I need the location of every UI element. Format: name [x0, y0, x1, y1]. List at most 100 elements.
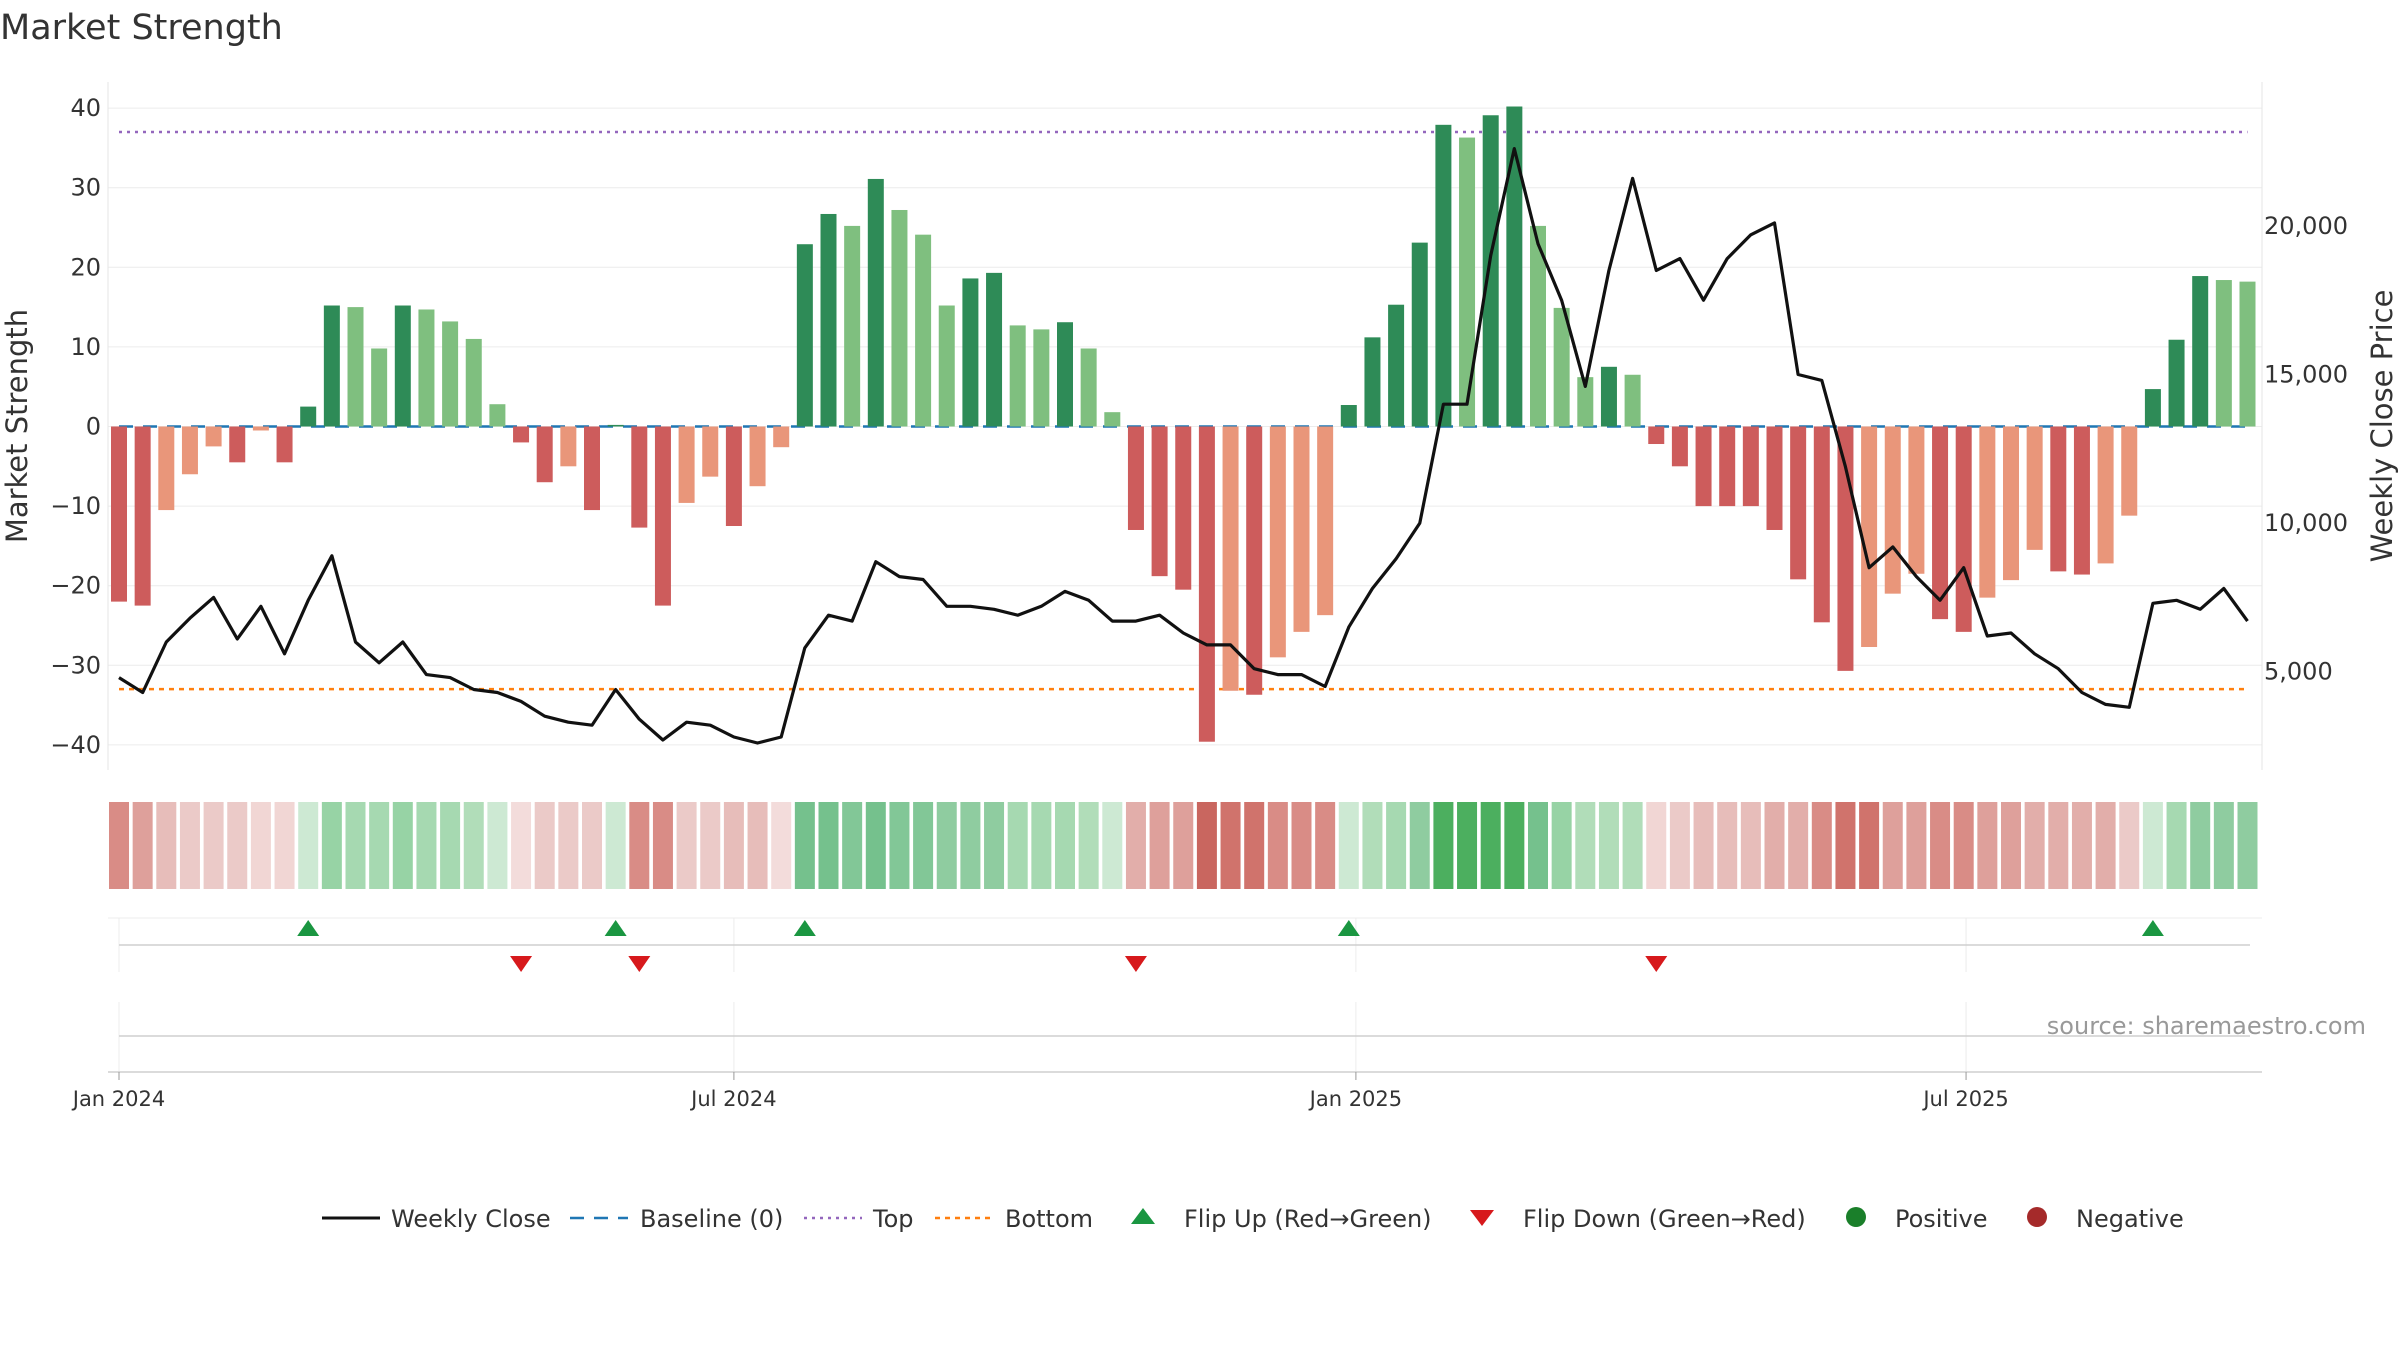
strength-bar: [1908, 426, 1925, 574]
strength-bar: [2168, 339, 2185, 427]
strength-bar: [1482, 115, 1499, 427]
regime-cell: [2024, 802, 2045, 889]
regime-cell: [2048, 802, 2069, 889]
regime-cell: [463, 802, 484, 889]
flip-down-marker: [628, 956, 651, 972]
regime-cell: [487, 802, 508, 889]
regime-cell: [1338, 802, 1359, 889]
regime-cell: [1598, 802, 1619, 889]
strength-bars: [111, 106, 2256, 742]
strength-bar: [2239, 281, 2256, 427]
regime-cell: [440, 802, 461, 889]
strength-bar: [678, 426, 695, 503]
strength-bar: [844, 225, 861, 427]
strength-bar: [1648, 426, 1665, 445]
strength-bar: [560, 426, 577, 467]
strength-bar: [300, 406, 317, 427]
strength-bar: [796, 244, 813, 427]
strength-bar: [631, 426, 648, 528]
strength-bar: [1742, 426, 1759, 507]
regime-cell: [1528, 802, 1548, 889]
legend-label: Bottom: [1005, 1205, 1093, 1233]
weekly-close-line: [118, 147, 2249, 745]
strength-bar: [2003, 426, 2019, 581]
regime-cell: [1717, 802, 1738, 889]
strength-bar: [1955, 426, 1972, 632]
regime-cell: [1740, 802, 1761, 889]
x-axis-ticks: Jan 2024 Jul 2024 Jan 2025 Jul 2025: [71, 1072, 2009, 1111]
regime-cell: [1764, 802, 1785, 889]
strength-bar: [1671, 426, 1688, 467]
flip-up-marker: [2141, 920, 2164, 936]
strength-bar: [111, 426, 127, 602]
strength-bar: [1884, 426, 1901, 594]
y-axis-right-label: Weekly Close Price: [2365, 290, 2399, 563]
regime-cell: [889, 802, 910, 889]
strength-bar: [205, 426, 222, 447]
strength-bar: [1624, 374, 1641, 427]
regime-cell: [1669, 802, 1690, 889]
left-tick-label: −40: [50, 731, 101, 759]
legend: Weekly Close Baseline (0) Top Bottom Flip Up…: [322, 1205, 2184, 1233]
regime-cell: [250, 802, 271, 889]
strength-bar: [1435, 124, 1452, 427]
strength-bar: [1719, 426, 1736, 507]
right-axis-ticks: 20,000 15,000 10,000 5,000: [2264, 212, 2348, 686]
regime-cell: [1149, 802, 1170, 889]
regime-cell: [700, 802, 721, 889]
x-tick-label: Jul 2025: [1921, 1087, 2008, 1111]
flip-up-marker: [793, 920, 816, 936]
regime-cell: [676, 802, 697, 889]
strength-bar: [1127, 426, 1144, 530]
regime-cell: [1646, 802, 1667, 889]
strength-bar: [1198, 426, 1215, 742]
regime-cell: [1906, 802, 1927, 889]
regime-cell: [629, 802, 650, 889]
legend-swatch-flip-up: [1131, 1208, 1155, 1224]
regime-cell: [652, 802, 673, 889]
strength-bar: [1979, 426, 1996, 598]
regime-cell: [794, 802, 815, 889]
strength-bar: [181, 426, 198, 475]
left-tick-label: −20: [50, 572, 101, 600]
strength-bar: [1080, 348, 1097, 427]
chart-title: Market Strength: [0, 8, 283, 48]
legend-label: Top: [872, 1205, 914, 1233]
regime-cell: [1622, 802, 1643, 889]
regime-cell: [558, 802, 579, 889]
lower-empty-panel: [108, 1002, 2262, 1073]
regime-cell: [109, 802, 129, 889]
strength-bar: [1766, 426, 1783, 530]
strength-bar: [1695, 426, 1712, 507]
left-tick-label: 10: [70, 333, 101, 361]
strength-bar: [2050, 426, 2067, 572]
strength-bar: [915, 234, 932, 427]
right-tick-label: 15,000: [2264, 360, 2348, 388]
strength-bar: [536, 426, 553, 483]
left-tick-label: 0: [86, 413, 101, 441]
regime-cell: [156, 802, 177, 889]
strength-bar: [773, 426, 790, 448]
regime-cell: [1551, 802, 1572, 889]
left-tick-label: 30: [70, 174, 101, 202]
strength-bar: [347, 307, 364, 427]
strength-bar: [1104, 412, 1121, 427]
strength-bar: [607, 424, 624, 427]
legend-label: Flip Up (Red→Green): [1184, 1205, 1432, 1233]
legend-label: Weekly Close: [391, 1205, 551, 1233]
strength-bar: [158, 426, 175, 511]
strength-bar: [1009, 325, 1026, 427]
strength-bar: [1577, 377, 1594, 427]
strength-bar: [252, 426, 269, 431]
strength-bar: [276, 426, 293, 463]
flip-down-marker: [1124, 956, 1147, 972]
regime-cell: [1859, 802, 1880, 889]
regime-cell: [1693, 802, 1714, 889]
regime-cell: [1811, 802, 1832, 889]
regime-cell: [227, 802, 248, 889]
regime-cell: [1007, 802, 1028, 889]
regime-cell: [1433, 802, 1454, 889]
left-tick-label: −10: [50, 492, 101, 520]
strength-bar: [371, 348, 388, 427]
legend-label: Flip Down (Green→Red): [1523, 1205, 1806, 1233]
